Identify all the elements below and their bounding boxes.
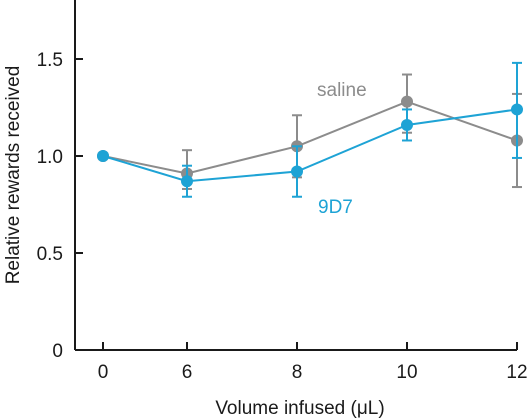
x-tick-label: 12	[506, 362, 527, 383]
x-tick-label: 0	[98, 362, 109, 383]
x-tick-label: 6	[182, 362, 193, 383]
data-point	[511, 103, 523, 116]
series-saline	[97, 73, 523, 190]
y-tick-label: 0.5	[37, 244, 63, 265]
y-axis-title: Relative rewards received	[3, 66, 24, 285]
x-tick-label: 10	[396, 362, 417, 383]
data-point	[181, 175, 193, 188]
series-layer	[97, 61, 523, 198]
series-line	[102, 108, 518, 183]
ticks: 0 0.5 1.0 1.5 0 6 8 10 12	[37, 50, 528, 383]
series-label-9d7: 9D7	[318, 197, 353, 218]
data-point	[291, 165, 303, 178]
y-tick-label: 0	[52, 341, 63, 362]
series-9d7	[97, 61, 523, 198]
data-point	[97, 150, 109, 162]
y-tick-label: 1.5	[37, 50, 63, 71]
x-axis-title: Volume infused (μL)	[215, 398, 384, 419]
series-label-saline: saline	[317, 80, 367, 101]
data-point	[401, 118, 413, 131]
x-tick-label: 8	[292, 362, 303, 383]
y-tick-label: 1.0	[37, 147, 63, 168]
series-line	[102, 100, 518, 175]
data-point	[401, 95, 413, 108]
